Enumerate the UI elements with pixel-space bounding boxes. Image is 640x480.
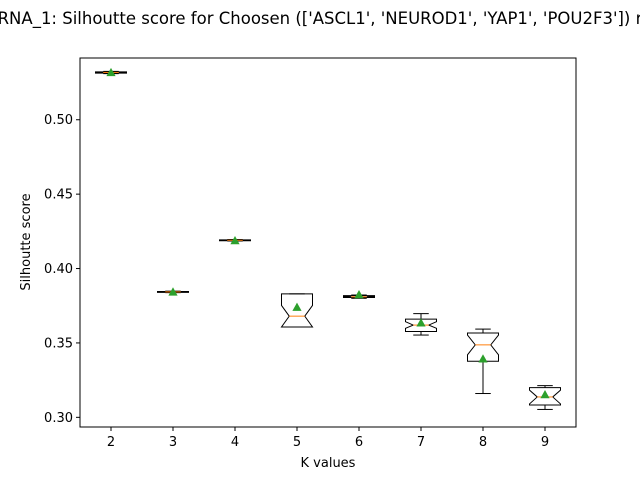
notched-box <box>95 71 127 74</box>
x-tick-label-7: 7 <box>417 435 425 450</box>
mean-marker <box>292 302 302 311</box>
x-tick-label-2: 2 <box>107 435 115 450</box>
notched-box <box>529 387 561 406</box>
notched-box <box>467 332 499 362</box>
x-tick-label-4: 4 <box>231 435 239 450</box>
chart-title: RNA_1: Silhoutte score for Choosen (['AS… <box>0 9 640 29</box>
mean-marker <box>540 389 550 399</box>
y-tick-label-4: 0.50 <box>44 113 73 128</box>
box-group-3: 3 <box>157 287 189 450</box>
mean-marker <box>106 67 116 77</box>
axes-frame <box>79 57 577 428</box>
notched-box <box>405 318 437 332</box>
mean-marker <box>354 289 364 299</box>
box-group-7: 7 <box>405 313 437 450</box>
box-group-2: 2 <box>95 67 127 450</box>
y-tick-label-1: 0.35 <box>44 336 73 351</box>
plot-area: 0.30 0.35 0.40 0.45 0.50 2 3 4 5 6 7 8 9 <box>44 67 561 450</box>
box-group-5: 5 <box>280 293 314 450</box>
mean-marker <box>478 354 488 363</box>
x-tick-label-3: 3 <box>169 435 177 450</box>
box-group-6: 6 <box>343 289 375 450</box>
box-group-8: 8 <box>467 328 499 450</box>
x-tick-label-9: 9 <box>541 435 549 450</box>
y-tick-label-2: 0.40 <box>44 262 73 277</box>
box-group-9: 9 <box>529 385 561 450</box>
box-group-4: 4 <box>219 235 251 450</box>
x-tick-label-6: 6 <box>355 435 363 450</box>
y-tick-label-0: 0.30 <box>44 411 73 426</box>
x-tick-label-5: 5 <box>293 435 301 450</box>
x-tick-label-8: 8 <box>479 435 487 450</box>
notched-box <box>343 295 375 299</box>
x-axis-label: K values <box>301 456 356 471</box>
mean-marker <box>168 287 178 296</box>
mean-marker <box>416 318 426 327</box>
y-tick-label-3: 0.45 <box>44 188 73 203</box>
y-axis-label: Silhoutte score <box>19 193 34 290</box>
notched-box <box>280 293 314 328</box>
notched-box <box>157 290 189 293</box>
notched-box <box>219 239 251 242</box>
mean-marker <box>230 235 240 245</box>
